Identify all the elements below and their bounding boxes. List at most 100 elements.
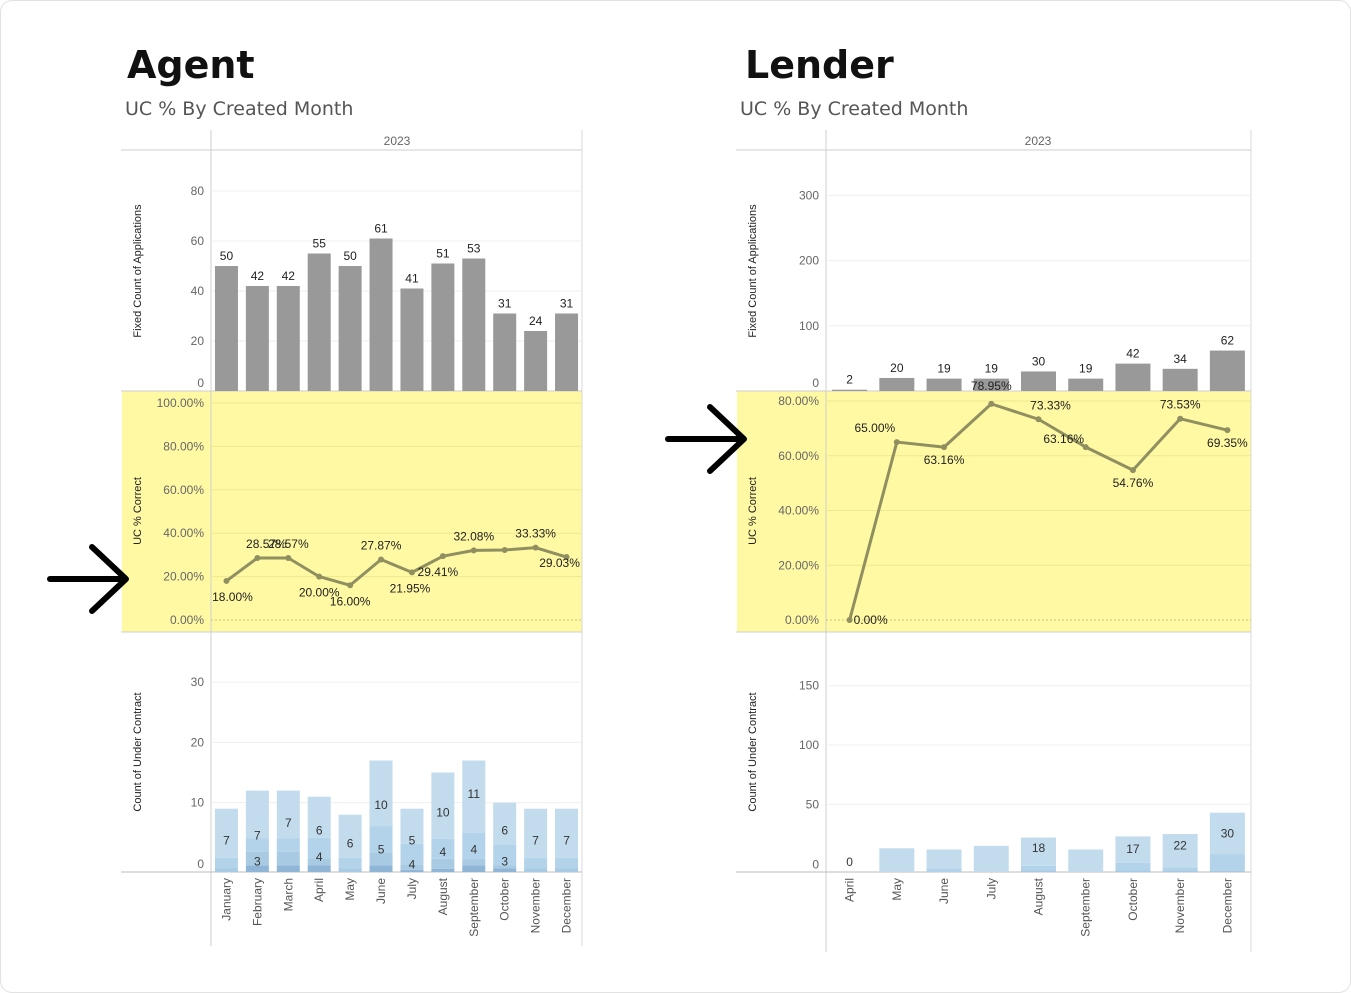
agent-subtitle: UC % By Created Month — [125, 98, 353, 120]
lender-under-contract-segment — [1021, 837, 1056, 866]
agent-under-contract-segment — [555, 857, 579, 869]
lender-applications-tick: 100 — [799, 319, 819, 333]
agent-uc-point — [223, 577, 230, 584]
agent-uc-line — [225, 546, 567, 587]
agent-applications-bar-label: 24 — [529, 314, 543, 328]
lender-under-contract-segment — [1115, 862, 1151, 871]
lender-applications-bar — [1162, 368, 1198, 391]
agent-under-contract-tick: 0 — [197, 857, 204, 871]
agent-applications-bar-label: 31 — [498, 297, 512, 311]
agent-applications-bar — [493, 313, 517, 391]
agent-under-contract-segment — [493, 865, 517, 869]
agent-under-contract-segment — [369, 826, 393, 853]
lender-uc-point-label: 65.00% — [854, 421, 895, 435]
agent-year-header: 2023 — [384, 134, 411, 148]
agent-month-tick-label: October — [498, 878, 512, 921]
agent-under-contract-segment — [307, 837, 331, 859]
agent-month-tick-label: July — [405, 878, 419, 899]
agent-under-contract-segment — [307, 858, 331, 866]
lender-applications-tick: 200 — [799, 254, 819, 268]
agent-under-contract-label: 4 — [316, 850, 323, 864]
lender-uc-axis-label: UC % Correct — [747, 477, 759, 545]
agent-month-tick-label: August — [436, 877, 450, 915]
lender-under-contract-segment — [1115, 836, 1151, 863]
lender-uc-point — [893, 439, 900, 446]
agent-under-contract-tick: 10 — [191, 796, 205, 810]
agent-applications-axis-label: Fixed Count of Applications — [132, 204, 144, 338]
agent-under-contract-segment — [524, 868, 548, 872]
lender-applications-bar — [926, 378, 962, 391]
agent-month-tick-label: March — [281, 878, 295, 911]
lender-under-contract-segment — [926, 849, 962, 869]
agent-applications-tick: 20 — [191, 334, 205, 348]
agent-under-contract-segment — [462, 865, 486, 872]
agent-under-contract-label: 7 — [532, 833, 539, 847]
agent-applications-bar — [431, 263, 455, 391]
agent-uc-point — [532, 544, 539, 551]
agent-applications-bar-label: 61 — [374, 222, 388, 236]
agent-uc-point — [501, 546, 508, 553]
agent-under-contract-segment — [245, 851, 269, 866]
agent-applications-bar — [524, 331, 548, 391]
agent-uc-tick: 20.00% — [163, 570, 204, 584]
lender-subtitle: UC % By Created Month — [740, 98, 968, 120]
agent-uc-tick: 40.00% — [163, 526, 204, 540]
lender-applications-bar-label: 19 — [1079, 362, 1093, 376]
agent-under-contract-label: 7 — [563, 833, 570, 847]
agent-under-contract-segment — [431, 838, 455, 859]
lender-uc-tick: 80.00% — [778, 394, 819, 408]
lender-under-contract-label: 22 — [1173, 838, 1187, 852]
lender-uc-point-label: 63.16% — [1043, 432, 1084, 446]
lender-under-contract-segment — [1209, 812, 1245, 855]
lender-applications-bar-label: 34 — [1173, 352, 1187, 366]
lender-uc-point — [846, 617, 853, 623]
agent-under-contract-label: 7 — [223, 833, 230, 847]
agent-under-contract-segment — [307, 865, 331, 872]
agent-uc-point — [439, 553, 446, 560]
lender-under-contract-segment — [1162, 867, 1198, 871]
lender-uc-point — [1129, 467, 1136, 474]
agent-month-tick-label: December — [560, 878, 574, 933]
agent-under-contract-segment — [462, 760, 486, 833]
agent-under-contract-segment — [431, 772, 455, 839]
agent-under-contract-label: 11 — [468, 787, 481, 801]
agent-applications-bar — [338, 266, 362, 391]
agent-panel: Agent UC % By Created Month 2023 Fixed C… — [121, 43, 583, 946]
lender-arrow-icon — [665, 404, 747, 474]
lender-under-contract-label: 18 — [1032, 841, 1046, 855]
lender-month-tick-label: June — [937, 878, 951, 904]
agent-month-tick-label: February — [250, 878, 264, 926]
lender-uc-highlight — [737, 391, 1251, 632]
agent-under-contract-segment — [214, 868, 238, 872]
agent-uc-tick: 0.00% — [170, 613, 204, 627]
lender-uc-point — [1177, 415, 1184, 422]
lender-under-contract-segment — [1021, 870, 1056, 872]
agent-uc-point-label: 28.57% — [246, 537, 287, 551]
lender-under-contract-segment — [1162, 834, 1198, 868]
agent-applications-bar-label: 42 — [251, 269, 265, 283]
agent-under-contract-segment — [338, 814, 362, 858]
lender-under-contract-tick: 0 — [812, 858, 819, 872]
agent-uc-point-label: 28.57% — [268, 537, 309, 551]
lender-under-contract-axis-label: Count of Under Contract — [747, 692, 759, 811]
agent-uc-point-label: 29.41% — [418, 565, 459, 579]
agent-under-contract-label: 5 — [409, 833, 416, 847]
lender-under-contract-segment — [973, 845, 1009, 872]
lender-uc-tick: 40.00% — [778, 504, 819, 518]
lender-uc-point — [941, 444, 948, 451]
agent-uc-point-label: 18.00% — [212, 590, 253, 604]
agent-applications-bar-label: 51 — [436, 247, 450, 261]
lender-year-header: 2023 — [1025, 134, 1052, 148]
agent-applications-bar-label: 41 — [405, 272, 419, 286]
agent-uc-tick: 100.00% — [157, 396, 205, 410]
agent-applications-bar — [400, 288, 424, 391]
agent-under-contract-segment — [462, 858, 486, 866]
lender-applications-bar-label: 42 — [1126, 347, 1140, 361]
lender-month-tick-label: November — [1173, 878, 1187, 933]
agent-applications-bar-label: 31 — [560, 297, 574, 311]
agent-applications-bar-label: 55 — [313, 237, 327, 251]
agent-applications-bar — [245, 286, 269, 391]
lender-under-contract-segment — [926, 868, 962, 872]
